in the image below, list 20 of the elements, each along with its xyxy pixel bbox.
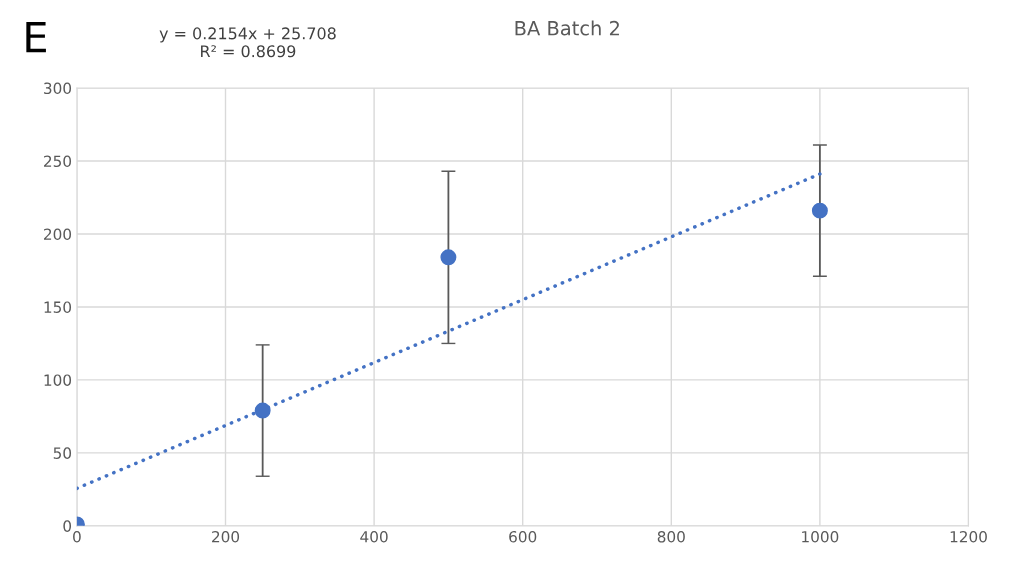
- x-tick-label: 600: [509, 531, 537, 543]
- text: y = 0.2154x + 25.708 R² = 0.8699: [159, 27, 336, 58]
- y-tick-label: 0: [63, 520, 72, 532]
- y-tick-label: 50: [53, 447, 72, 459]
- y-tick-label: 200: [44, 228, 72, 240]
- x-tick-label: 200: [212, 531, 240, 543]
- point: [254, 402, 271, 419]
- y-tick-label: 300: [44, 82, 72, 95]
- point: [440, 249, 457, 266]
- text: E: [26, 21, 46, 53]
- x-tick-label: 1200: [950, 531, 987, 543]
- y-tick-label: 100: [44, 374, 72, 386]
- y-tick-label: 150: [44, 301, 72, 313]
- x-tick-label: 800: [657, 531, 685, 543]
- x-tick-label: 0: [73, 531, 81, 543]
- x-tick-label: 1000: [802, 531, 839, 543]
- point: [811, 202, 828, 219]
- chart-title: BA Batch 2: [515, 20, 619, 36]
- y-tick-label: 250: [44, 155, 72, 168]
- x-tick-label: 400: [360, 531, 388, 543]
